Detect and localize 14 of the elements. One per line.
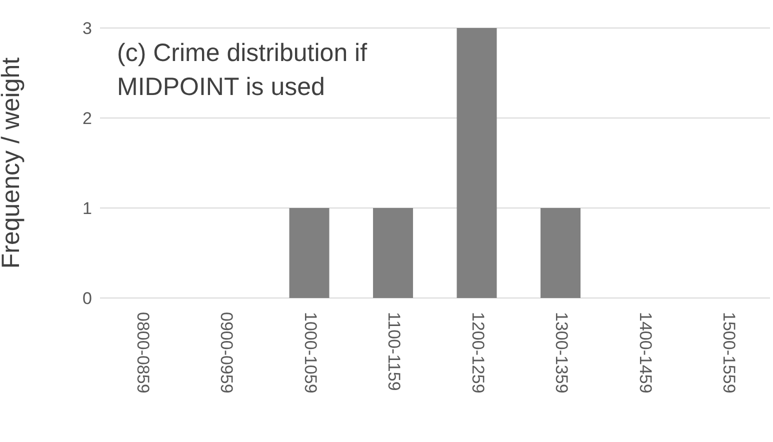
x-tick-label: 1400-1459 [636,312,655,394]
x-tick-label: 0800-0859 [133,312,152,394]
text: (c) Crime distribution if MIDPOINT is used [117,36,417,104]
y-tick-label: 3 [82,19,92,38]
y-tick-label: 2 [82,109,92,128]
x-tick-label: 1100-1159 [384,312,404,391]
y-tick-label: 1 [82,199,92,218]
y-axis-title: Frequency / weight [0,57,25,269]
y-tick-label: 0 [82,289,92,308]
x-tick-label: 1300-1359 [552,312,572,394]
x-tick-label: 0900-0959 [217,312,236,394]
x-tick-label: 1500-1559 [720,312,739,394]
x-tick-label: 1000-1059 [300,312,320,394]
x-tick-label: 1200-1259 [468,312,488,394]
